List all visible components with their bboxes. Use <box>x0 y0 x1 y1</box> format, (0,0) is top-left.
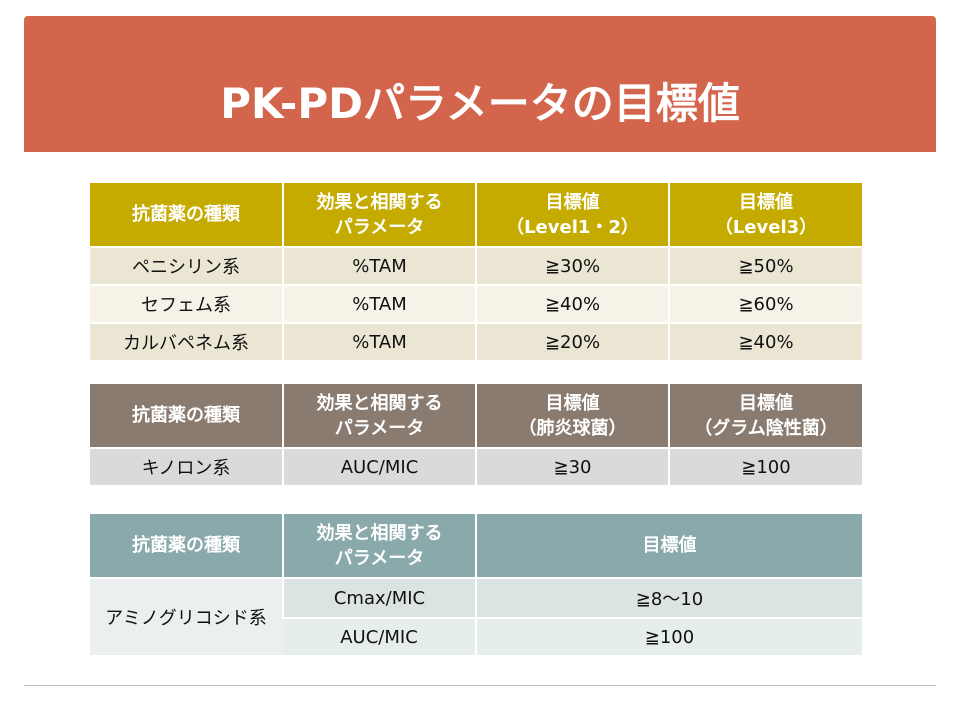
table-row: カルバペネム系 %TAM ≧20% ≧40% <box>90 322 862 360</box>
header-target: 目標値 <box>475 512 862 578</box>
drug-type-cell: キノロン系 <box>90 447 283 485</box>
target-cell: ≧40% <box>475 284 669 323</box>
target-cell: ≧100 <box>475 617 862 655</box>
parameter-cell: Cmax/MIC <box>282 577 476 618</box>
target-cell: ≧20% <box>475 322 669 360</box>
header-parameter: 効果と相関する パラメータ <box>282 181 476 247</box>
target-cell: ≧8～10 <box>475 577 862 618</box>
target-cell: ≧30% <box>475 246 669 285</box>
drug-type-cell: ペニシリン系 <box>90 246 283 285</box>
table-row: セフェム系 %TAM ≧40% ≧60% <box>90 284 862 323</box>
drug-type-cell: カルバペネム系 <box>90 322 283 360</box>
slide-title: PK-PDパラメータの目標値 <box>220 79 740 128</box>
aminoglycoside-table: 抗菌薬の種類 効果と相関する パラメータ 目標値 アミノグリコシド系 Cmax/… <box>90 512 862 655</box>
parameter-cell: AUC/MIC <box>283 617 476 655</box>
parameter-cell: %TAM <box>282 284 476 323</box>
header-drug-type: 抗菌薬の種類 <box>90 512 283 578</box>
header-target-gram-negative: 目標値 （グラム陰性菌） <box>668 382 862 448</box>
header-drug-type: 抗菌薬の種類 <box>90 181 283 247</box>
table-row: ペニシリン系 %TAM ≧30% ≧50% <box>90 246 862 285</box>
table-header-row: 抗菌薬の種類 効果と相関する パラメータ 目標値 （肺炎球菌） 目標値 （グラム… <box>90 382 862 448</box>
parameter-cell: AUC/MIC <box>282 447 476 485</box>
footer-divider <box>24 685 936 686</box>
title-banner: PK-PDパラメータの目標値 <box>24 16 936 152</box>
table-row: AUC/MIC ≧100 <box>90 617 862 655</box>
parameter-cell: %TAM <box>282 246 476 285</box>
target-cell: ≧40% <box>668 322 862 360</box>
header-parameter: 効果と相関する パラメータ <box>282 512 476 578</box>
header-drug-type: 抗菌薬の種類 <box>90 382 283 448</box>
quinolone-table: 抗菌薬の種類 効果と相関する パラメータ 目標値 （肺炎球菌） 目標値 （グラム… <box>90 382 862 485</box>
target-cell: ≧50% <box>668 246 862 285</box>
penicillin-cephem-carbapenem-table: 抗菌薬の種類 効果と相関する パラメータ 目標値 （Level1・2） 目標値 … <box>90 181 862 360</box>
table-header-row: 抗菌薬の種類 効果と相関する パラメータ 目標値 （Level1・2） 目標値 … <box>90 181 862 247</box>
drug-type-cell: セフェム系 <box>90 284 283 323</box>
target-cell: ≧100 <box>668 447 862 485</box>
parameter-cell: %TAM <box>282 322 476 360</box>
header-target-level3: 目標値 （Level3） <box>668 181 862 247</box>
header-target-pneumococcus: 目標値 （肺炎球菌） <box>475 382 669 448</box>
drug-type-cell: アミノグリコシド系 <box>90 577 283 655</box>
header-parameter: 効果と相関する パラメータ <box>282 382 476 448</box>
header-target-level12: 目標値 （Level1・2） <box>475 181 669 247</box>
table-header-row: 抗菌薬の種類 効果と相関する パラメータ 目標値 <box>90 512 862 578</box>
table-row: アミノグリコシド系 Cmax/MIC ≧8～10 <box>90 577 862 655</box>
table-row: キノロン系 AUC/MIC ≧30 ≧100 <box>90 447 862 485</box>
target-cell: ≧60% <box>668 284 862 323</box>
target-cell: ≧30 <box>475 447 669 485</box>
